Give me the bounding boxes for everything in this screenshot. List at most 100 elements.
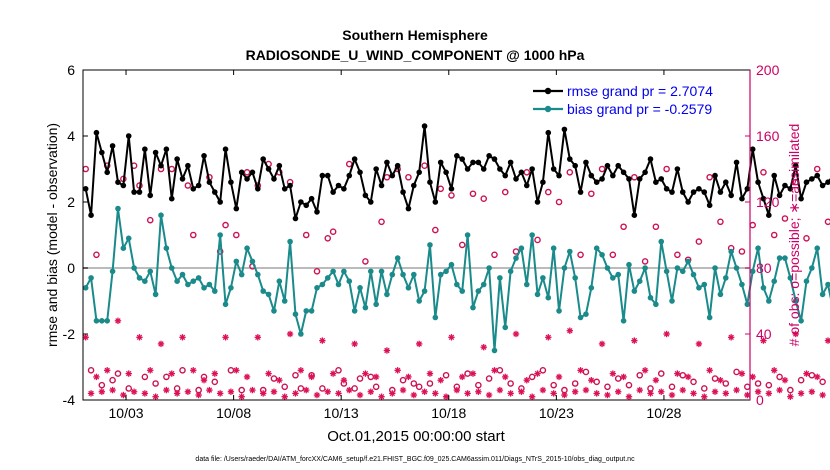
assimilated-obs-point [394, 367, 401, 374]
possible-obs-point [410, 380, 418, 387]
y-right-tick-label: 0 [756, 392, 764, 408]
possible-obs-point [458, 241, 466, 249]
bias-point [626, 261, 632, 268]
bias-point [690, 271, 697, 278]
assimilated-obs-point [797, 390, 805, 397]
bias-point [233, 258, 240, 265]
possible-obs-point [631, 173, 638, 181]
assimilated-obs-point [491, 367, 498, 374]
assimilated-obs-point [631, 337, 638, 344]
rmse-point [561, 126, 568, 133]
bias-point [206, 281, 213, 288]
bias-point [244, 245, 250, 251]
assimilated-obs-point [658, 388, 665, 395]
rmse-point [760, 195, 767, 202]
possible-obs-point [378, 218, 385, 226]
bias-point [174, 278, 180, 285]
possible-obs-point [270, 375, 278, 382]
possible-obs-point [233, 231, 240, 239]
bias-point [760, 285, 767, 291]
possible-obs-point [577, 251, 584, 259]
assimilated-obs-point [733, 386, 740, 394]
bias-point [142, 278, 148, 285]
possible-obs-point [625, 381, 633, 389]
bias-point [351, 308, 358, 314]
assimilated-obs-point [259, 390, 267, 397]
rmse-point [303, 202, 310, 209]
assimilated-obs-point [270, 388, 278, 395]
assimilated-obs-point [410, 391, 418, 399]
possible-obs-point [507, 380, 514, 387]
rmse-point [819, 182, 826, 189]
bias-point [249, 258, 256, 265]
assimilated-obs-point [442, 393, 450, 400]
rmse-point [766, 212, 772, 218]
bias-point [228, 285, 234, 291]
assimilated-obs-point [706, 367, 713, 374]
possible-obs-point [571, 380, 579, 387]
possible-obs-point [593, 378, 600, 386]
rmse-point [690, 189, 697, 195]
bias-point [631, 288, 638, 294]
x-tick-label: 10/18 [431, 405, 466, 421]
rmse-point [771, 172, 778, 179]
assimilated-obs-point [776, 386, 783, 394]
rmse-series-layer [82, 123, 830, 222]
possible-obs-point [803, 234, 810, 242]
assimilated-obs-point [405, 373, 412, 381]
rmse-point [255, 186, 261, 192]
rmse-point [728, 192, 734, 199]
possible-obs-point [620, 223, 627, 231]
rmse-point [642, 169, 648, 176]
bias-point [739, 281, 745, 288]
assimilated-obs-point [749, 373, 756, 381]
bias-point [437, 271, 444, 278]
assimilated-obs-point [147, 367, 154, 374]
possible-obs-layer [82, 160, 830, 394]
assimilated-obs-point [663, 330, 670, 338]
rmse-point [663, 186, 670, 192]
assimilated-obs-point [308, 373, 315, 381]
bias-point [400, 271, 406, 278]
assimilated-obs-point [781, 377, 789, 384]
bias-point [421, 288, 428, 294]
assimilated-obs-point [93, 373, 100, 381]
assimilated-obs-point [329, 370, 337, 377]
rmse-point [679, 189, 686, 195]
assimilated-obs-point [114, 317, 122, 324]
possible-obs-point [674, 251, 681, 259]
bias-point [771, 278, 778, 285]
assimilated-obs-point [389, 390, 396, 397]
rmse-point [782, 182, 788, 189]
rmse-point [217, 199, 223, 205]
rmse-point [610, 172, 616, 179]
bias-point [588, 285, 595, 291]
assimilated-obs-point [227, 388, 235, 395]
assimilated-obs-point [469, 370, 477, 377]
rmse-point [798, 195, 804, 202]
rmse-point [486, 153, 492, 159]
assimilated-obs-point [104, 367, 111, 374]
assimilated-obs-point [367, 388, 374, 395]
possible-obs-point [426, 380, 434, 387]
bias-point [529, 232, 535, 238]
rmse-point [653, 179, 659, 185]
rmse-point [534, 199, 541, 205]
possible-obs-point [216, 248, 224, 255]
rmse-point [400, 189, 406, 195]
possible-obs-point [163, 373, 170, 381]
assimilated-obs-point [281, 393, 288, 400]
rmse-point [497, 166, 503, 172]
possible-obs-point [146, 216, 154, 224]
bias-point [185, 281, 191, 288]
bias-point [99, 318, 105, 324]
possible-obs-point [679, 371, 687, 379]
bias-point [712, 265, 718, 271]
possible-obs-point [485, 375, 493, 382]
possible-obs-point [125, 385, 133, 392]
assimilated-obs-point [523, 377, 530, 384]
y-right-tick-label: 40 [756, 326, 772, 342]
possible-obs-point [179, 366, 186, 374]
possible-obs-point [711, 375, 719, 382]
bias-point [448, 261, 455, 268]
